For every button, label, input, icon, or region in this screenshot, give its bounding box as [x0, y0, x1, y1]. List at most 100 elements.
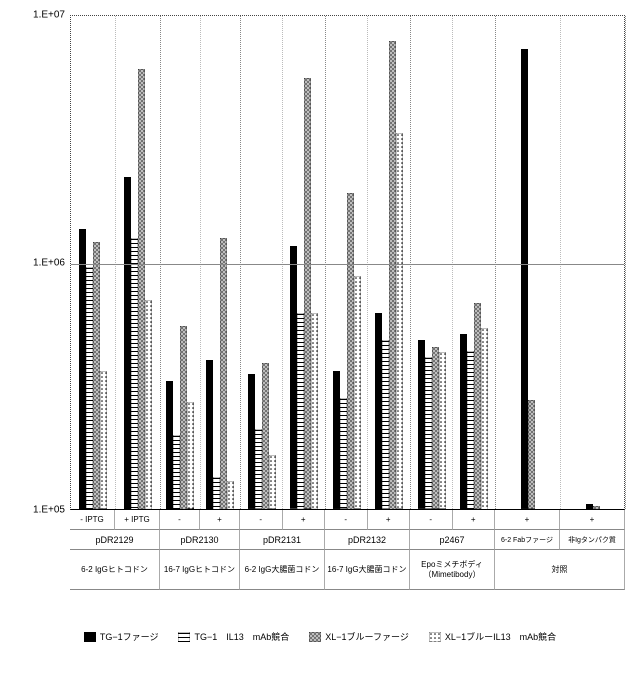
bar — [227, 481, 234, 509]
legend-label: XL−1ブルーIL13 mAb競合 — [445, 630, 556, 643]
sub-group — [161, 16, 201, 509]
grid-line — [71, 264, 624, 265]
x-bottom-label: 6-2 IgG大腸菌コドン — [240, 550, 325, 590]
bar — [354, 276, 361, 509]
bar — [290, 246, 297, 509]
bars-area — [71, 16, 624, 509]
bar — [593, 506, 600, 509]
x-sub-label: + — [200, 510, 240, 530]
bar — [375, 313, 382, 509]
group-block — [241, 16, 326, 509]
legend: TG−1ファージ TG−1 IL13 mAb競合 XL−1ブルーファージ XL−1ブル… — [10, 630, 630, 643]
bar — [213, 477, 220, 509]
bar — [93, 242, 100, 509]
sub-group — [411, 16, 453, 509]
x-sub-label: - — [325, 510, 368, 530]
legend-item: TG−1 IL13 mAb競合 — [178, 630, 289, 643]
bar — [187, 402, 194, 509]
bar — [521, 49, 528, 509]
y-tick-label: 1.E+06 — [33, 257, 65, 268]
bar — [79, 229, 86, 509]
bar — [100, 371, 107, 509]
legend-label: XL−1ブルーファージ — [325, 630, 409, 643]
bar — [333, 371, 340, 509]
bar — [304, 78, 311, 509]
chart-container: 1.E+051.E+061.E+07 - IPTG+ IPTG-+-+-+-++… — [10, 10, 630, 600]
bar — [269, 455, 276, 509]
x-sub-label: + — [453, 510, 496, 530]
sub-group — [116, 16, 161, 509]
legend-item: XL−1ブルーIL13 mAb競合 — [429, 630, 556, 643]
bar — [396, 133, 403, 509]
bar — [528, 400, 535, 509]
legend-swatch — [429, 632, 441, 642]
group-block — [71, 16, 161, 509]
bar — [439, 352, 446, 509]
bar — [418, 340, 425, 509]
bar — [460, 334, 467, 509]
legend-swatch — [84, 632, 96, 642]
x-sub-label: + — [495, 510, 560, 530]
x-mid-label: pDR2130 — [160, 530, 240, 550]
bar — [382, 340, 389, 509]
x-bottom-label: 対照 — [495, 550, 625, 590]
bar — [86, 267, 93, 509]
x-sub-label: + IPTG — [115, 510, 160, 530]
bar — [248, 374, 255, 509]
sub-group — [71, 16, 116, 509]
bar — [432, 347, 439, 509]
x-sub-label: - IPTG — [70, 510, 115, 530]
bar — [173, 435, 180, 510]
x-mid-label: pDR2129 — [70, 530, 160, 550]
bar — [389, 41, 396, 509]
bar — [145, 300, 152, 509]
y-axis: 1.E+051.E+061.E+07 — [10, 10, 70, 510]
group-block — [496, 16, 626, 509]
legend-item: XL−1ブルーファージ — [309, 630, 409, 643]
bar — [180, 326, 187, 509]
bar — [206, 360, 213, 509]
sub-group — [283, 16, 325, 509]
x-axis-sub-labels: - IPTG+ IPTG-+-+-+-+++ — [70, 510, 625, 530]
legend-swatch — [309, 632, 321, 642]
y-tick-label: 1.E+07 — [33, 10, 65, 21]
sub-group — [453, 16, 495, 509]
x-axis-mid-labels: pDR2129pDR2130pDR2131pDR2132p24676-2 Fab… — [70, 530, 625, 550]
x-mid-label: pDR2131 — [240, 530, 325, 550]
bar — [166, 381, 173, 509]
sub-group — [368, 16, 410, 509]
bar — [138, 69, 145, 509]
bar — [425, 357, 432, 509]
x-sub-label: - — [160, 510, 200, 530]
legend-item: TG−1ファージ — [84, 630, 159, 643]
bar — [347, 193, 354, 509]
bar — [262, 363, 269, 509]
bar — [255, 429, 262, 509]
x-sub-label: + — [283, 510, 326, 530]
x-sub-label: - — [410, 510, 453, 530]
sub-group — [496, 16, 561, 509]
bar — [131, 238, 138, 509]
bar — [481, 328, 488, 509]
x-sub-label: + — [368, 510, 411, 530]
x-bottom-label: Epoミメチボディ（Mimetibody） — [410, 550, 495, 590]
group-block — [326, 16, 411, 509]
bar — [220, 238, 227, 509]
group-block — [411, 16, 496, 509]
x-bottom-label: 6-2 IgGヒトコドン — [70, 550, 160, 590]
sub-group — [326, 16, 368, 509]
bar — [297, 313, 304, 509]
sub-group — [201, 16, 241, 509]
group-block — [161, 16, 241, 509]
legend-label: TG−1ファージ — [100, 630, 159, 643]
x-mid-label: 非Igタンパク質 — [560, 530, 625, 550]
sub-group — [561, 16, 626, 509]
bar — [586, 504, 593, 509]
bar — [467, 351, 474, 509]
y-tick-label: 1.E+05 — [33, 505, 65, 516]
sub-group — [241, 16, 283, 509]
bar — [474, 303, 481, 509]
x-mid-label: 6-2 Fabファージ — [495, 530, 560, 550]
bar — [340, 398, 347, 509]
plot-area — [70, 15, 625, 510]
